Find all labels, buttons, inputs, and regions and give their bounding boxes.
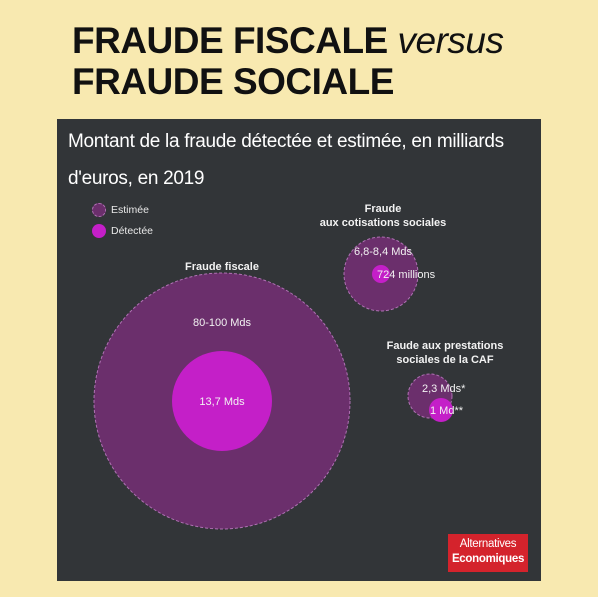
legend-item-estimated: Estimée — [92, 202, 149, 218]
bubble-cotisations-detected — [372, 265, 390, 283]
bubble-chart — [93, 236, 453, 530]
legend-label-detected: Détectée — [111, 225, 154, 237]
bubble-fraude-fiscale-detected — [172, 351, 272, 451]
headline-line1-bold: FRAUDE FISCALE — [72, 20, 388, 61]
label-caf-detected: 1 Md** — [430, 405, 464, 417]
label-cotisations-line2: aux cotisations sociales — [319, 217, 447, 229]
alternatives-economiques-logo: Alternatives Economiques — [448, 534, 528, 572]
headline-line1-italic: versus — [397, 20, 504, 61]
label-caf-line2: sociales de la CAF — [396, 354, 494, 366]
legend-item-detected: Détectée — [92, 223, 153, 239]
label-fraude-fiscale-detected: 13,7 Mds — [199, 396, 245, 408]
legend-label-estimated: Estimée — [111, 204, 149, 216]
logo-line2: Economiques — [451, 553, 525, 565]
legend-swatch-detected — [92, 224, 106, 238]
label-cotisations-estimated: 6,8-8,4 Mds — [353, 246, 413, 258]
headline: FRAUDE FISCALE versus FRAUDE SOCIALE — [72, 20, 504, 102]
label-caf-line1: Faude aux prestations — [386, 340, 504, 352]
legend-swatch-estimated — [92, 203, 106, 217]
label-cotisations-detected: 724 millions — [377, 269, 436, 281]
label-caf-estimated: 2,3 Mds* — [422, 383, 466, 395]
label-fraude-fiscale-estimated: 80-100 Mds — [192, 317, 252, 329]
label-fraude-fiscale: Fraude fiscale — [185, 261, 259, 273]
headline-line2: FRAUDE SOCIALE — [72, 61, 394, 102]
chart-panel: Montant de la fraude détectée et estimée… — [57, 119, 541, 581]
label-cotisations-line1: Fraude — [364, 203, 402, 215]
bubble-caf-detected — [429, 398, 453, 422]
logo-line1: Alternatives — [459, 538, 517, 550]
chart-title: Montant de la fraude détectée et estimée… — [68, 131, 504, 189]
